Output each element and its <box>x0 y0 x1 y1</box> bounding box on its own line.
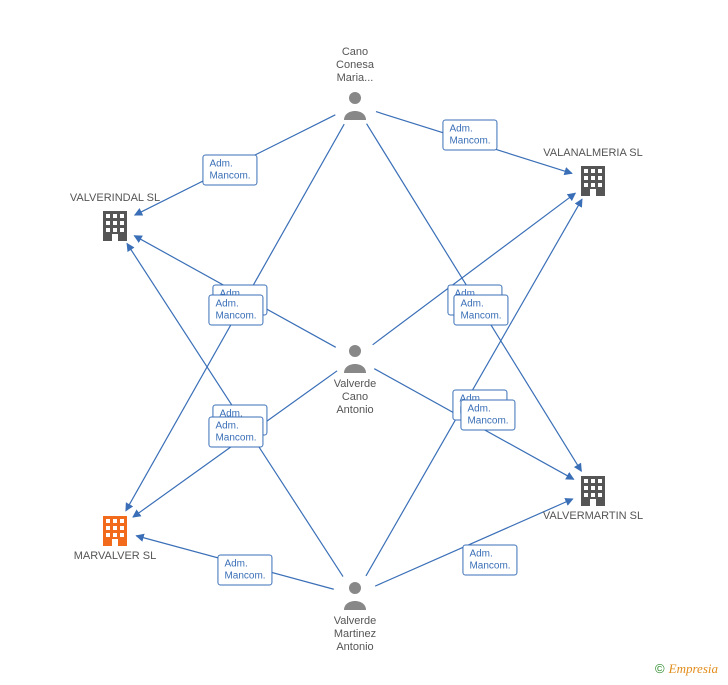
watermark: © Empresia <box>655 661 718 677</box>
building-label: VALVERINDAL SL <box>70 192 160 205</box>
person-label: Cano Conesa Maria... <box>336 46 374 86</box>
building-icon <box>103 211 127 241</box>
network-canvas <box>0 0 728 685</box>
person-icon <box>344 345 366 373</box>
edge-label: Adm. Mancom. <box>217 555 272 586</box>
brand-name: Empresia <box>669 661 718 676</box>
edge-label: Adm. Mancom. <box>442 120 497 151</box>
edge-label: Adm. Mancom. <box>453 295 508 326</box>
building-label: MARVALVER SL <box>74 550 157 563</box>
building-label: VALANALMERIA SL <box>543 147 642 160</box>
building-label: VALVERMARTIN SL <box>543 510 643 523</box>
edge-label: Adm. Mancom. <box>208 417 263 448</box>
building-icon <box>103 516 127 546</box>
building-icon <box>581 476 605 506</box>
person-icon <box>344 92 366 120</box>
copyright-symbol: © <box>655 661 665 676</box>
edge-label: Adm. Mancom. <box>202 155 257 186</box>
edge-label: Adm. Mancom. <box>462 545 517 576</box>
person-label: Valverde Martinez Antonio <box>334 615 377 655</box>
edge-label: Adm. Mancom. <box>208 295 263 326</box>
person-icon <box>344 582 366 610</box>
person-label: Valverde Cano Antonio <box>334 378 377 418</box>
building-icon <box>581 166 605 196</box>
edge-label: Adm. Mancom. <box>460 400 515 431</box>
